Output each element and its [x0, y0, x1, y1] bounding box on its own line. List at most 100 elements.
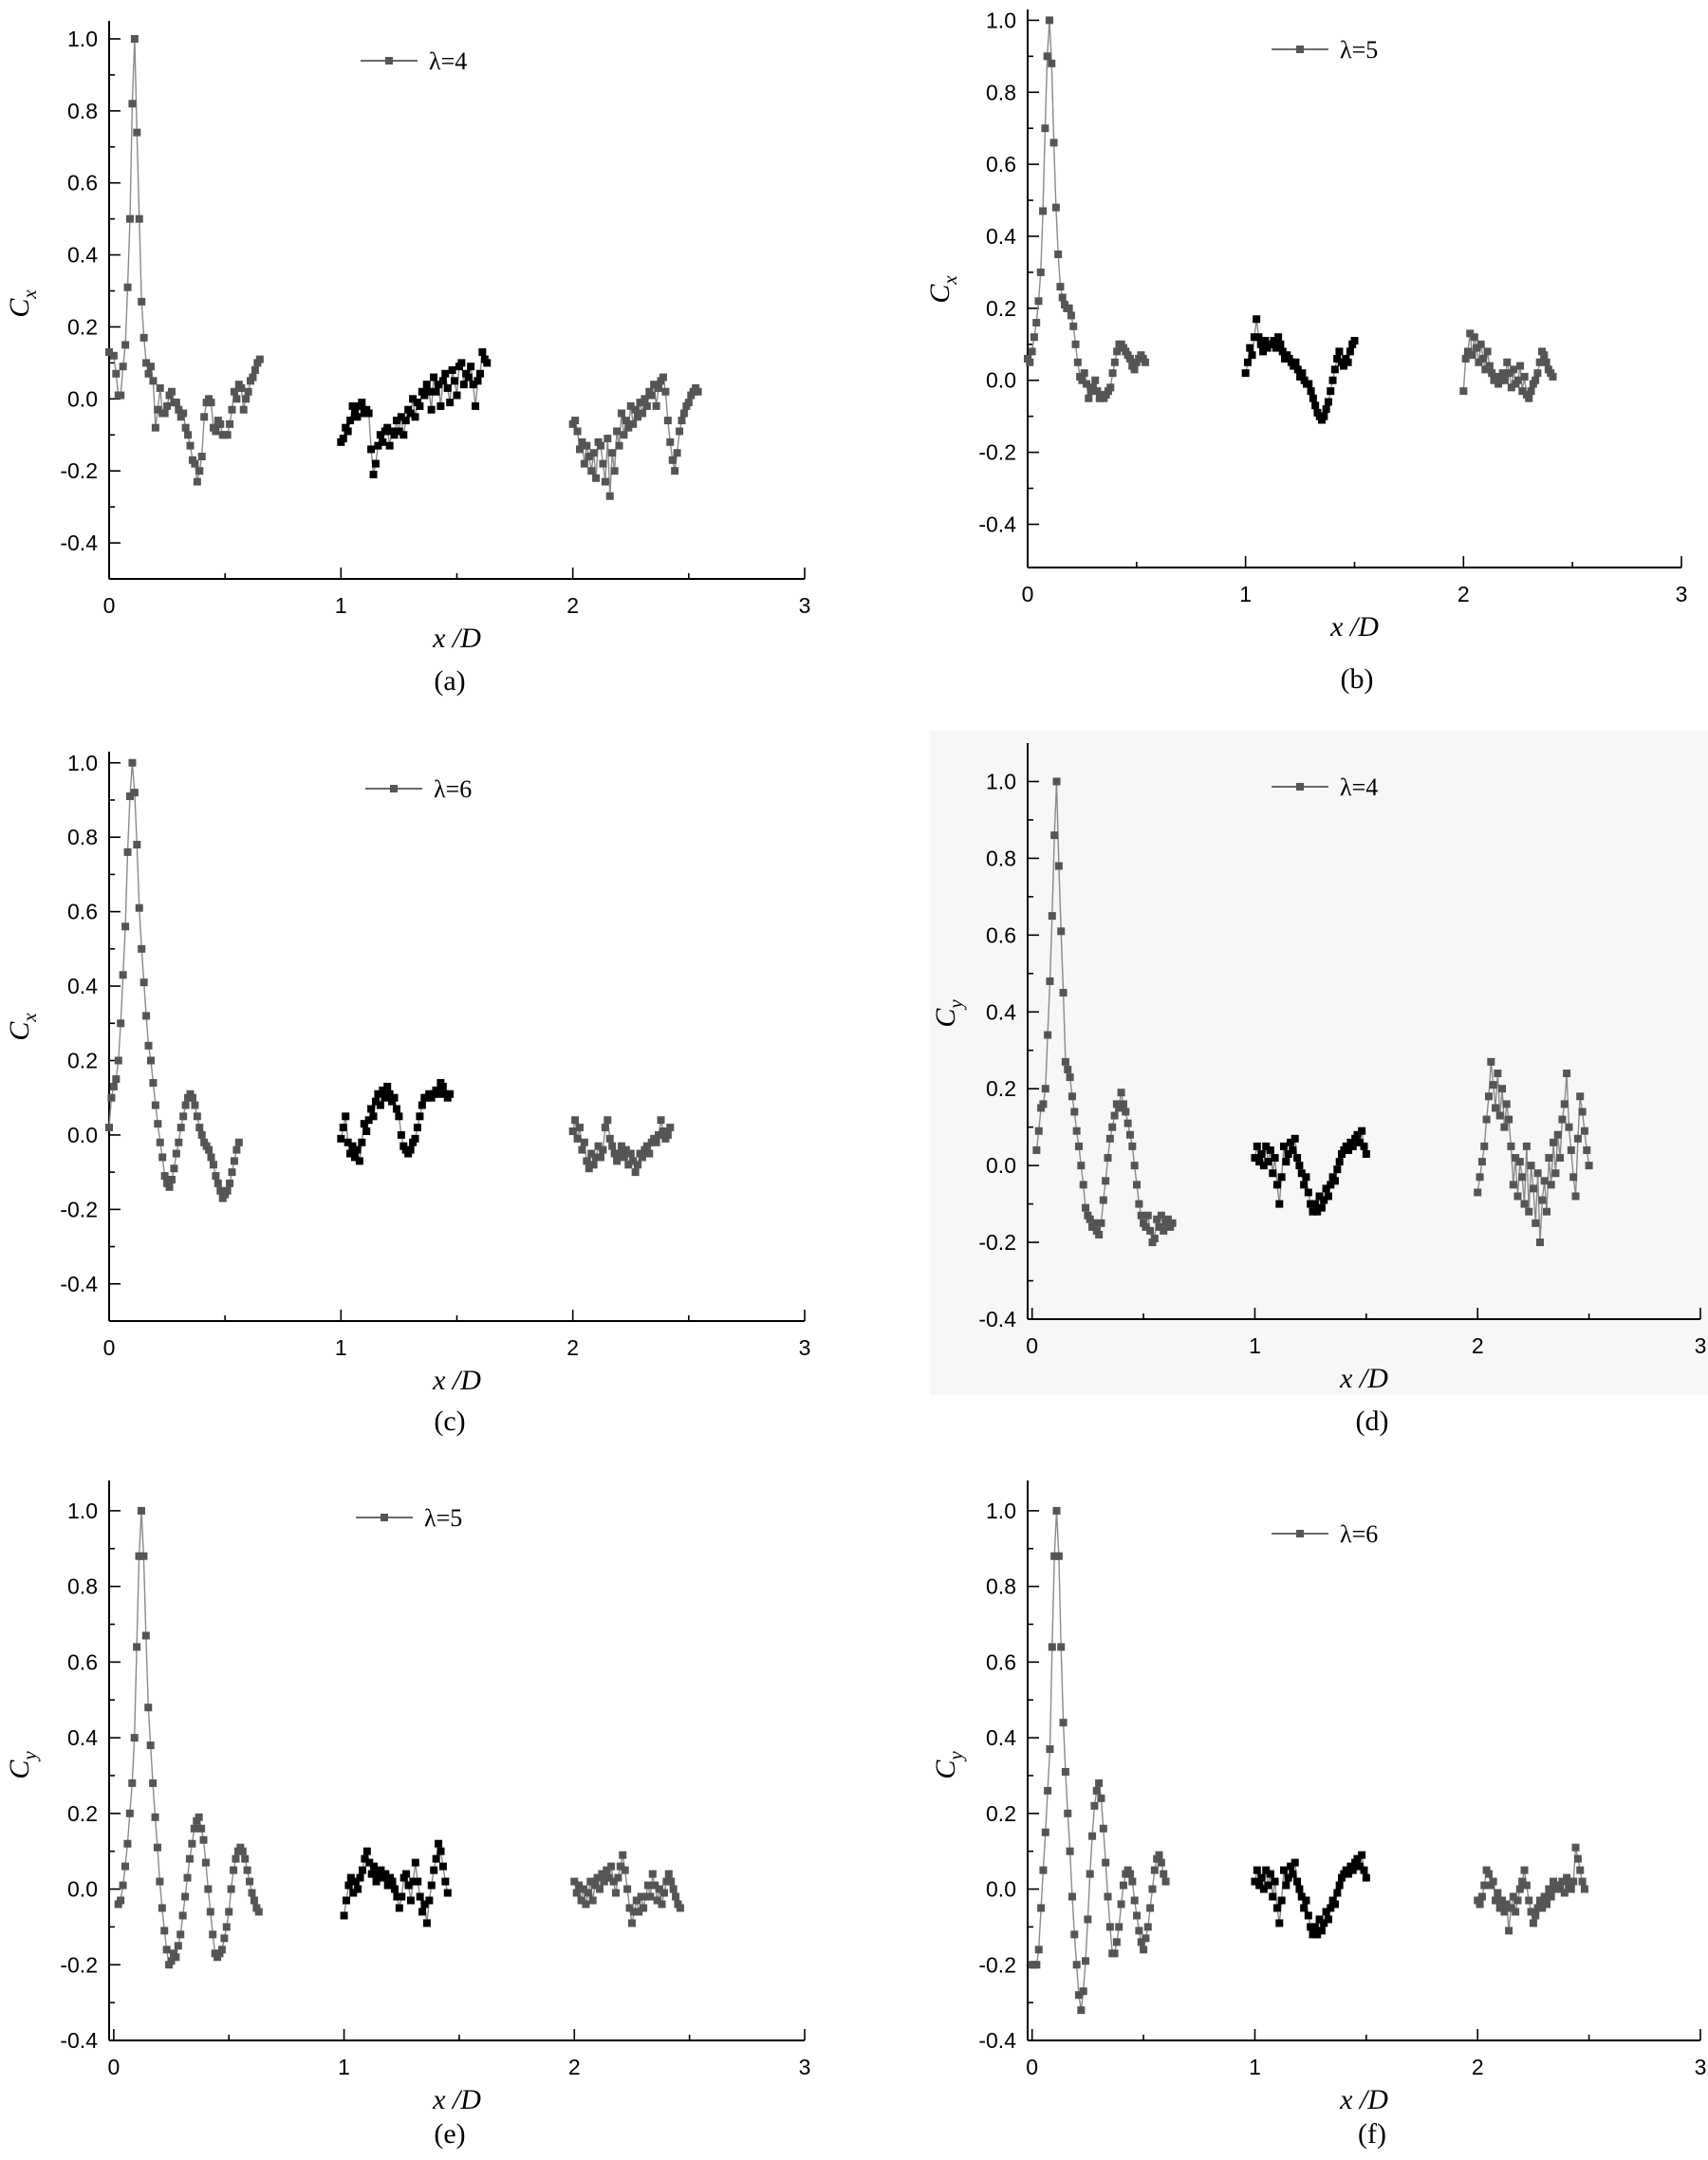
data-point — [1350, 337, 1359, 345]
data-point — [605, 492, 614, 500]
data-point — [340, 1911, 348, 1920]
data-point — [1505, 369, 1513, 378]
data-point — [1550, 1877, 1558, 1886]
data-point — [586, 1877, 595, 1886]
data-point — [1304, 1188, 1312, 1197]
data-point — [1560, 1889, 1569, 1897]
data-point — [1533, 369, 1542, 378]
legend-marker-swatch — [1296, 783, 1304, 791]
data-point — [117, 391, 125, 400]
y-tick-label: 0.6 — [986, 1649, 1016, 1674]
y-tick-label: 0.8 — [986, 846, 1016, 870]
data-point — [1130, 365, 1139, 374]
legend-label: λ=4 — [1340, 773, 1378, 801]
data-point — [1355, 1862, 1364, 1871]
data-point — [645, 1149, 654, 1158]
data-point — [1307, 387, 1315, 396]
data-point — [436, 1847, 445, 1855]
x-axis-title: x /D — [1329, 611, 1379, 642]
data-point — [609, 1877, 618, 1886]
panel-d: 0 1 2 3 -0.4 -0.2 0.0 0.2 0.4 0.6 0.8 1.0 x /D Cy λ=4 (… — [930, 731, 1708, 1437]
data-point — [630, 1908, 639, 1916]
data-point — [254, 1908, 263, 1916]
data-point — [1110, 358, 1119, 366]
data-point — [1311, 401, 1320, 410]
data-point — [1492, 1896, 1500, 1905]
data-point — [579, 1885, 587, 1893]
data-point — [1295, 1885, 1304, 1893]
data-point — [1489, 1081, 1497, 1089]
data-point — [107, 1093, 116, 1102]
data-point — [1518, 387, 1527, 396]
data-point — [383, 1881, 392, 1890]
data-point — [197, 453, 206, 461]
data-point — [1106, 383, 1115, 392]
data-point — [435, 1839, 443, 1848]
data-point — [121, 1862, 129, 1871]
data-point — [381, 1870, 390, 1878]
data-point — [393, 1892, 401, 1901]
data-point — [652, 1138, 660, 1146]
data-point — [1052, 777, 1061, 786]
data-point — [186, 441, 195, 450]
data-point — [1527, 387, 1535, 396]
data-point — [659, 1127, 667, 1135]
x-tick-label: 1 — [335, 593, 347, 618]
y-tick-label: 0.2 — [986, 296, 1016, 321]
y-axis-title: Cx — [4, 1013, 41, 1041]
data-point — [616, 1862, 624, 1871]
data-point — [1143, 1923, 1152, 1931]
data-point — [1028, 347, 1036, 356]
data-point — [138, 944, 146, 953]
data-point — [349, 1889, 358, 1897]
data-point — [1046, 1745, 1054, 1754]
panel-caption: (e) — [434, 2118, 465, 2150]
data-point — [1475, 358, 1483, 366]
y-tick-label: -0.2 — [978, 1230, 1016, 1255]
data-point — [1307, 1200, 1315, 1208]
x-tick-label: 2 — [566, 593, 579, 618]
data-point — [694, 387, 702, 396]
data-point — [679, 409, 688, 418]
data-point — [350, 1153, 359, 1162]
data-point — [1470, 333, 1478, 342]
data-point — [243, 1866, 251, 1874]
data-point — [1130, 1162, 1139, 1170]
x-axis-title: x /D — [1339, 2084, 1388, 2115]
data-point — [631, 405, 640, 414]
data-point — [655, 383, 663, 392]
data-point — [361, 1854, 369, 1863]
data-point — [1070, 1108, 1079, 1116]
data-point — [1525, 394, 1533, 402]
data-point — [585, 1164, 593, 1173]
data-point — [652, 401, 660, 410]
data-segment — [1251, 1127, 1370, 1216]
data-point — [230, 1866, 238, 1874]
data-point — [666, 1124, 675, 1132]
data-point — [1567, 1145, 1575, 1154]
data-point — [195, 1813, 203, 1821]
data-point — [1330, 1900, 1339, 1909]
data-point — [669, 1885, 678, 1893]
data-point — [123, 1839, 132, 1848]
data-point — [1297, 1892, 1306, 1901]
data-point — [146, 363, 155, 371]
data-point — [1346, 1138, 1355, 1146]
data-point — [1488, 369, 1496, 378]
data-point — [1476, 340, 1485, 348]
data-point — [635, 1908, 643, 1916]
data-point — [379, 1086, 387, 1094]
data-point — [1264, 1881, 1272, 1890]
panel-e: 0 1 2 3 -0.4 -0.2 0.0 0.2 0.4 0.6 0.8 1.0 x /D Cy λ=5 (… — [4, 1480, 810, 2150]
data-point — [1266, 1145, 1274, 1154]
data-point — [160, 409, 169, 418]
data-point — [141, 1631, 150, 1640]
data-point — [379, 438, 387, 446]
data-point — [128, 1778, 137, 1787]
data-point — [608, 1142, 617, 1150]
data-point — [1093, 387, 1102, 396]
y-tick-label: 1.0 — [986, 8, 1016, 32]
data-point — [1324, 1915, 1332, 1924]
data-point — [1313, 1930, 1322, 1939]
y-tick-label: 0.2 — [67, 314, 98, 339]
